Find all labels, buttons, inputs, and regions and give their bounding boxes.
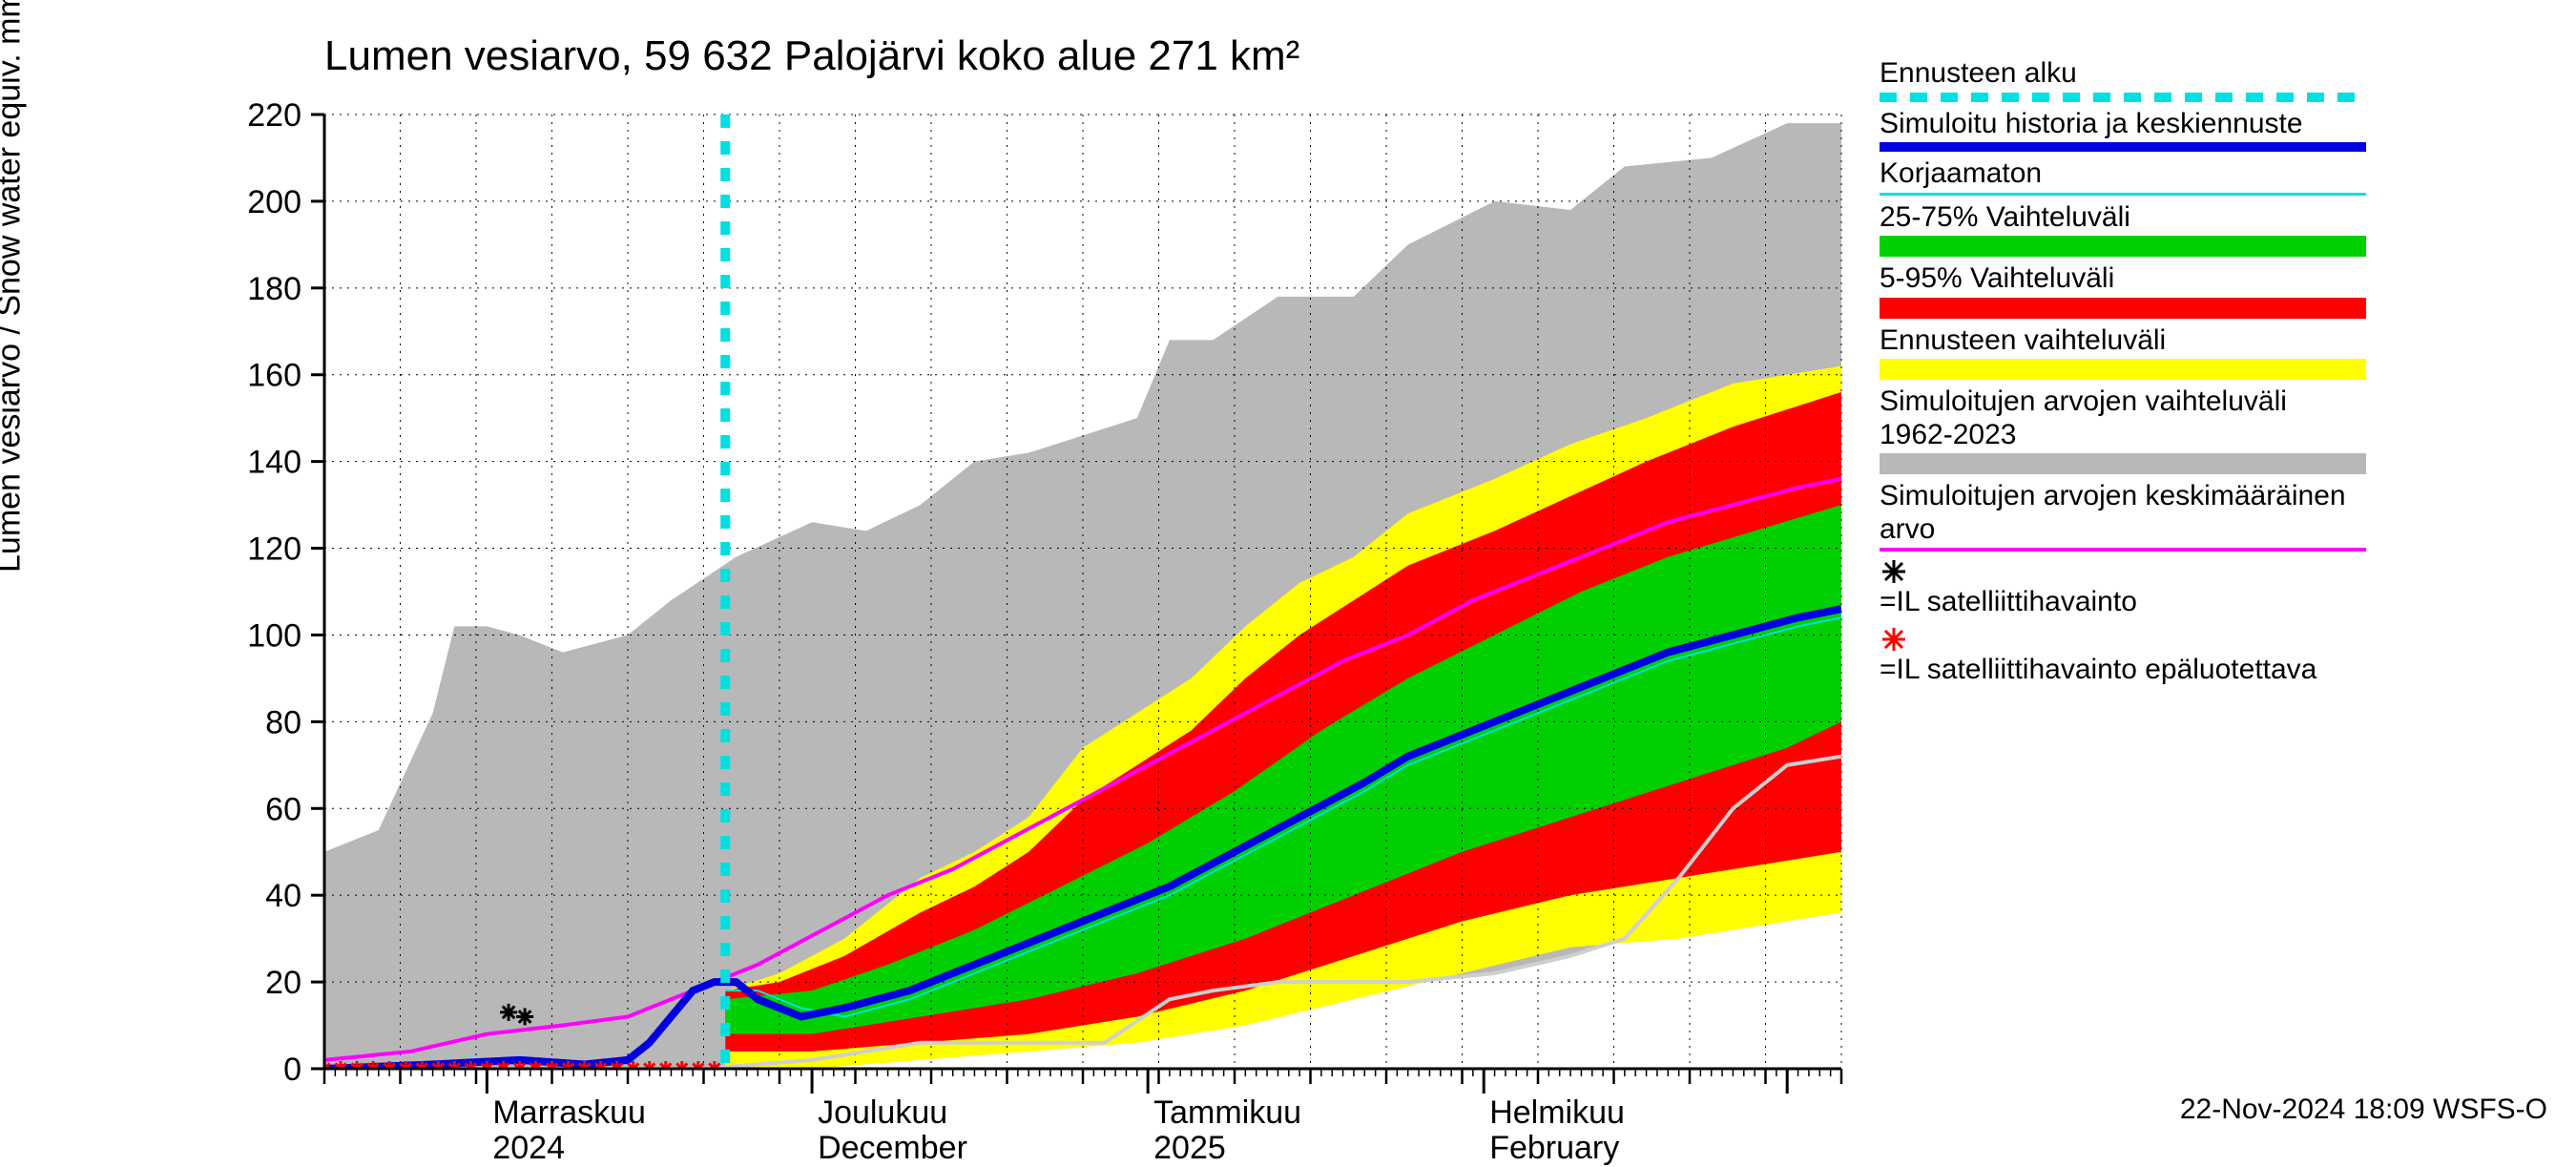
svg-text:180: 180 [247,271,301,307]
legend-entry: 5-95% Vaihteluväli [1880,262,2366,319]
footer-timestamp: 22-Nov-2024 18:09 WSFS-O [2180,1094,2547,1126]
x-axis-label: HelmikuuFebruary [1489,1095,1625,1167]
svg-text:40: 40 [265,878,301,914]
y-axis-label: Lumen vesiarvo / Snow water equiv. mm [0,0,29,573]
legend-entry: Ennusteen vaihteluväli [1880,324,2366,381]
svg-text:220: 220 [247,97,301,134]
x-axis-label: Marraskuu2024 [492,1095,646,1167]
x-axis-label: Tammikuu2025 [1153,1095,1301,1167]
svg-text:60: 60 [265,791,301,827]
legend-entry: 25-75% Vaihteluväli [1880,201,2366,258]
svg-text:0: 0 [283,1052,301,1088]
legend-entry: Simuloitujen arvojen vaihteluväli 1962-2… [1880,386,2366,474]
svg-text:20: 20 [265,965,301,1001]
svg-text:160: 160 [247,358,301,394]
legend-entry: Ennusteen alku [1880,57,2366,102]
svg-text:200: 200 [247,184,301,220]
chart-title: Lumen vesiarvo, 59 632 Palojärvi koko al… [324,32,1299,80]
x-axis-label: JoulukuuDecember [818,1095,967,1167]
svg-text:100: 100 [247,617,301,654]
svg-text:120: 120 [247,531,301,568]
legend-entry: =IL satelliittihavainto [1880,557,2366,619]
svg-text:80: 80 [265,704,301,740]
chart-stage: Lumen vesiarvo, 59 632 Palojärvi koko al… [0,0,2576,1145]
legend: Ennusteen alku Simuloitu historia ja kesk… [1880,57,2366,692]
legend-entry: Simuloitu historia ja keskiennuste [1880,108,2366,153]
svg-text:140: 140 [247,445,301,481]
legend-entry: Simuloitujen arvojen keskimääräinen arvo [1880,480,2366,552]
legend-entry: =IL satelliittihavainto epäluotettava [1880,625,2366,687]
legend-entry: Korjaamaton [1880,157,2366,196]
